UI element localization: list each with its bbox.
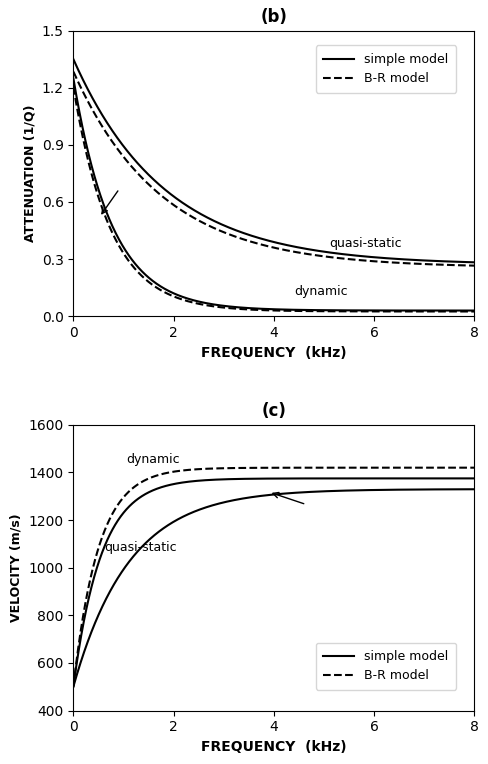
Text: dynamic: dynamic xyxy=(126,453,179,466)
Title: (c): (c) xyxy=(261,403,285,420)
X-axis label: FREQUENCY  (kHz): FREQUENCY (kHz) xyxy=(201,740,346,754)
Text: dynamic: dynamic xyxy=(293,285,347,298)
Legend: simple model, B-R model: simple model, B-R model xyxy=(315,643,455,690)
Y-axis label: ATTENUATION (1/Q): ATTENUATION (1/Q) xyxy=(23,105,36,242)
Title: (b): (b) xyxy=(260,8,286,26)
Y-axis label: VELOCITY (m/s): VELOCITY (m/s) xyxy=(10,513,23,622)
X-axis label: FREQUENCY  (kHz): FREQUENCY (kHz) xyxy=(201,345,346,360)
Text: quasi-static: quasi-static xyxy=(328,238,401,251)
Legend: simple model, B-R model: simple model, B-R model xyxy=(315,45,455,92)
Text: quasi-static: quasi-static xyxy=(104,541,177,554)
